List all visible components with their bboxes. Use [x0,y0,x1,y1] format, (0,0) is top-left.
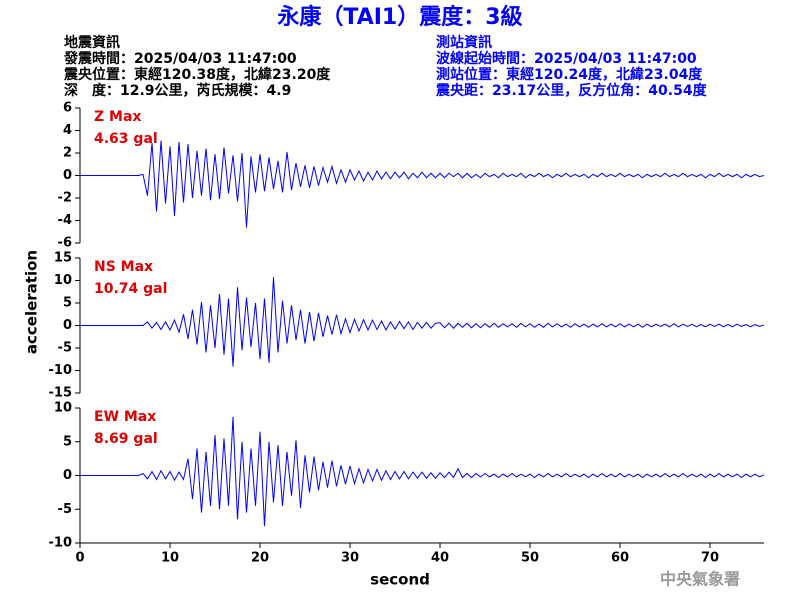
x-tick-label: 50 [521,551,539,566]
y-tick-label: -2 [58,191,72,206]
waveform [80,277,765,367]
y-tick-label: -4 [58,213,72,228]
info-line: 波線起始時間：2025/04/03 11:47:00 [436,50,697,67]
y-tick-label: -5 [58,502,72,517]
panel-max: 8.69 gal [94,431,158,447]
y-tick-label: 10 [54,273,72,288]
y-tick-label: 4 [63,123,72,138]
info-line: 深 度：12.9公里，芮氏規模：4.9 [64,82,291,99]
x-tick-label: 20 [251,551,269,566]
station-info: 測站資訊 波線起始時間：2025/04/03 11:47:00 測站位置：東經1… [435,34,708,99]
panel-label: NS Max [94,259,153,275]
x-tick-label: 10 [161,551,179,566]
info-line: 測站位置：東經120.24度，北緯23.04度 [436,66,703,83]
x-tick-label: 40 [431,551,449,566]
chart-title: 永康（TAI1）震度：3級 [277,4,522,30]
y-tick-label: 6 [63,101,72,116]
x-tick-label: 30 [341,551,359,566]
y-axis-label: acceleration [23,250,41,354]
x-tick-label: 0 [75,551,84,566]
y-tick-label: 0 [63,468,72,483]
x-axis-label: second [370,571,430,589]
info-line: 震央距：23.17公里，反方位角：40.54度 [435,82,708,99]
y-tick-label: -5 [58,341,72,356]
info-line: 發震時間：2025/04/03 11:47:00 [63,50,297,67]
y-tick-label: 5 [63,296,72,311]
waveform [80,416,765,527]
y-tick-label: -15 [49,386,73,401]
quake-info: 地震資訊 發震時間：2025/04/03 11:47:00 震央位置：東經120… [63,34,331,99]
waveform [80,140,765,228]
x-tick-label: 70 [701,551,719,566]
y-tick-label: -10 [49,536,73,551]
panel-max: 10.74 gal [94,281,167,297]
panel-label: Z Max [94,109,141,125]
y-tick-label: 15 [54,251,72,266]
y-tick-label: 5 [63,434,72,449]
x-tick-label: 60 [611,551,629,566]
y-tick-label: 0 [63,318,72,333]
y-tick-label: -10 [49,363,73,378]
footer-logo: 中央氣象署 [660,570,740,589]
y-tick-label: 2 [63,146,72,161]
y-tick-label: 0 [63,168,72,183]
y-tick-label: 10 [54,401,72,416]
info-line: 地震資訊 [64,34,120,51]
panel-max: 4.63 gal [94,131,158,147]
info-line: 測站資訊 [436,34,492,51]
y-tick-label: -6 [58,236,72,251]
info-line: 震央位置：東經120.38度，北緯23.20度 [63,66,331,83]
panel-label: EW Max [94,409,156,425]
